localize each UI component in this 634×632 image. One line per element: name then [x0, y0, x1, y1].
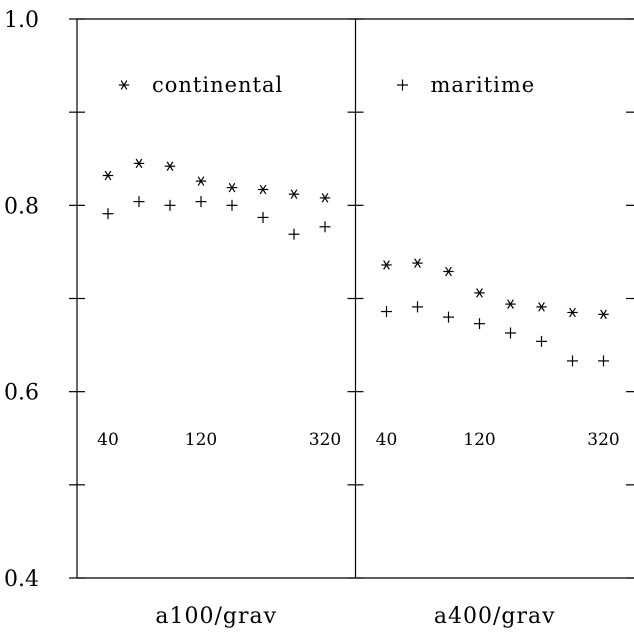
marker-star — [319, 193, 331, 203]
marker-plus — [567, 355, 578, 367]
marker-plus — [257, 211, 269, 223]
marker-plus — [412, 301, 423, 313]
tick-labels: 0.4 0.6 0.8 1.0 40 120 320 a100/grav 40 120 320 a40… — [4, 8, 620, 629]
star-stroke — [538, 302, 545, 312]
marker-plus — [474, 318, 485, 330]
star-stroke — [600, 309, 607, 320]
marker-star — [505, 299, 516, 309]
star-stroke — [476, 288, 483, 298]
star-stroke — [166, 161, 174, 171]
y-tick-label: 0.4 — [4, 567, 39, 592]
legend: continental maritime — [118, 73, 536, 97]
marker-plus — [536, 335, 547, 347]
marker-star — [474, 288, 485, 298]
axis-ticks — [69, 18, 634, 579]
y-tick-label: 1.0 — [4, 8, 39, 33]
marker-plus — [443, 311, 454, 323]
inner-tick-label: 320 — [309, 430, 341, 450]
legend-symbol-continental — [118, 80, 130, 90]
y-tick-label: 0.6 — [4, 381, 39, 406]
star-stroke — [507, 299, 514, 309]
marker-plus — [598, 355, 609, 367]
marker-plus — [381, 306, 392, 318]
marker-plus — [164, 199, 176, 211]
star-stroke — [445, 266, 452, 277]
star-stroke — [120, 80, 128, 90]
marker-plus — [319, 221, 331, 233]
inner-tick-label: 320 — [587, 430, 619, 450]
marker-star — [536, 302, 547, 312]
marker-star — [133, 158, 145, 169]
inner-tick-label: 120 — [185, 430, 217, 450]
marker-star — [195, 176, 207, 186]
panel-label: a400/grav — [434, 604, 556, 629]
marker-plus — [102, 208, 114, 220]
panel-label: a100/grav — [155, 604, 277, 629]
marker-star — [567, 307, 578, 318]
marker-star — [288, 189, 300, 199]
star-stroke — [135, 158, 143, 169]
star-stroke — [259, 184, 267, 195]
legend-label-continental: continental — [152, 73, 283, 97]
star-stroke — [197, 176, 205, 186]
legend-symbol-maritime — [397, 79, 408, 91]
marker-plus — [133, 196, 145, 208]
marker-star — [257, 184, 269, 195]
marker-plus — [288, 228, 300, 240]
marker-star — [443, 266, 454, 277]
marker-star — [412, 258, 423, 268]
legend-label-maritime: maritime — [431, 73, 536, 97]
marker-plus — [505, 327, 516, 339]
marker-star — [226, 182, 238, 193]
star-stroke — [104, 170, 112, 181]
y-tick-label: 0.8 — [4, 194, 39, 219]
marker-star — [102, 170, 114, 181]
marker-star — [164, 161, 176, 171]
marker-star — [381, 260, 392, 270]
inner-tick-label: 40 — [376, 430, 398, 450]
inner-tick-label: 120 — [463, 430, 495, 450]
marker-star — [598, 309, 609, 320]
marker-plus — [195, 196, 207, 208]
star-stroke — [414, 258, 421, 268]
star-stroke — [321, 193, 329, 203]
star-stroke — [228, 182, 236, 193]
data-points — [102, 158, 609, 367]
star-stroke — [383, 260, 390, 270]
marker-plus — [226, 199, 238, 211]
star-stroke — [569, 307, 576, 318]
star-stroke — [290, 189, 298, 199]
inner-tick-label: 40 — [97, 430, 119, 450]
